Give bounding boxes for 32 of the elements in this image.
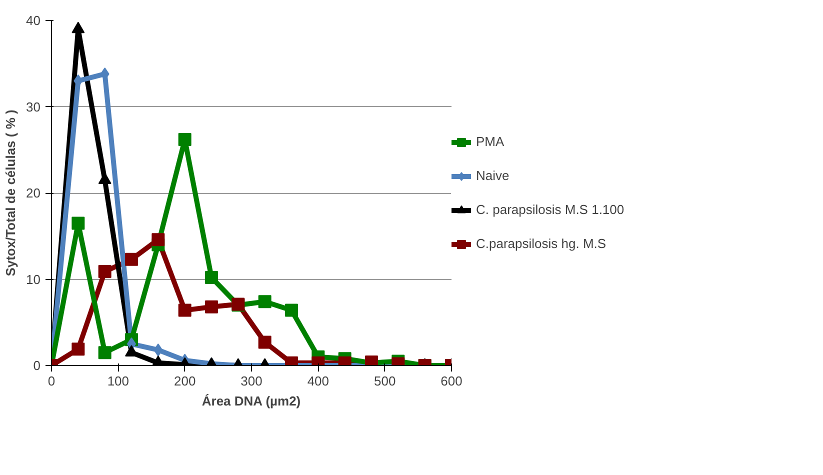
point: [178, 304, 192, 317]
y-tick-label: 20: [26, 186, 41, 200]
point: [72, 216, 85, 230]
x-tick-label: 100: [107, 374, 130, 388]
point: [98, 264, 112, 278]
legend-label: C. parapsilosis M.S 1.100: [476, 202, 624, 217]
point: [205, 271, 218, 284]
point: [258, 295, 272, 308]
x-axis-title: Área DNA (µm2): [202, 394, 301, 408]
legend-label: Naive: [476, 168, 510, 183]
point: [125, 252, 138, 266]
y-tick-label: 30: [26, 99, 41, 114]
y-tick-label: 0: [33, 358, 41, 373]
point: [72, 342, 85, 356]
point: [152, 233, 165, 246]
x-tick-label: 0: [48, 374, 56, 388]
x-tick-label: 300: [240, 374, 262, 388]
legend-label: PMA: [476, 134, 504, 149]
y-axis-title: Sytox/Total de células ( % ): [3, 110, 18, 276]
x-tick-label: 600: [440, 374, 462, 388]
point: [178, 133, 192, 146]
y-tick-label: 10: [26, 272, 41, 287]
x-tick-label: 400: [307, 374, 330, 388]
x-tick-label: 500: [374, 374, 396, 388]
point: [285, 304, 298, 317]
point: [98, 346, 112, 360]
point: [154, 343, 163, 356]
y-tick-label: 40: [26, 13, 41, 28]
point: [205, 300, 218, 314]
x-tick-label: 200: [174, 374, 196, 388]
legend-label: C.parapsilosis hg. M.S: [476, 236, 606, 251]
point: [258, 336, 272, 349]
